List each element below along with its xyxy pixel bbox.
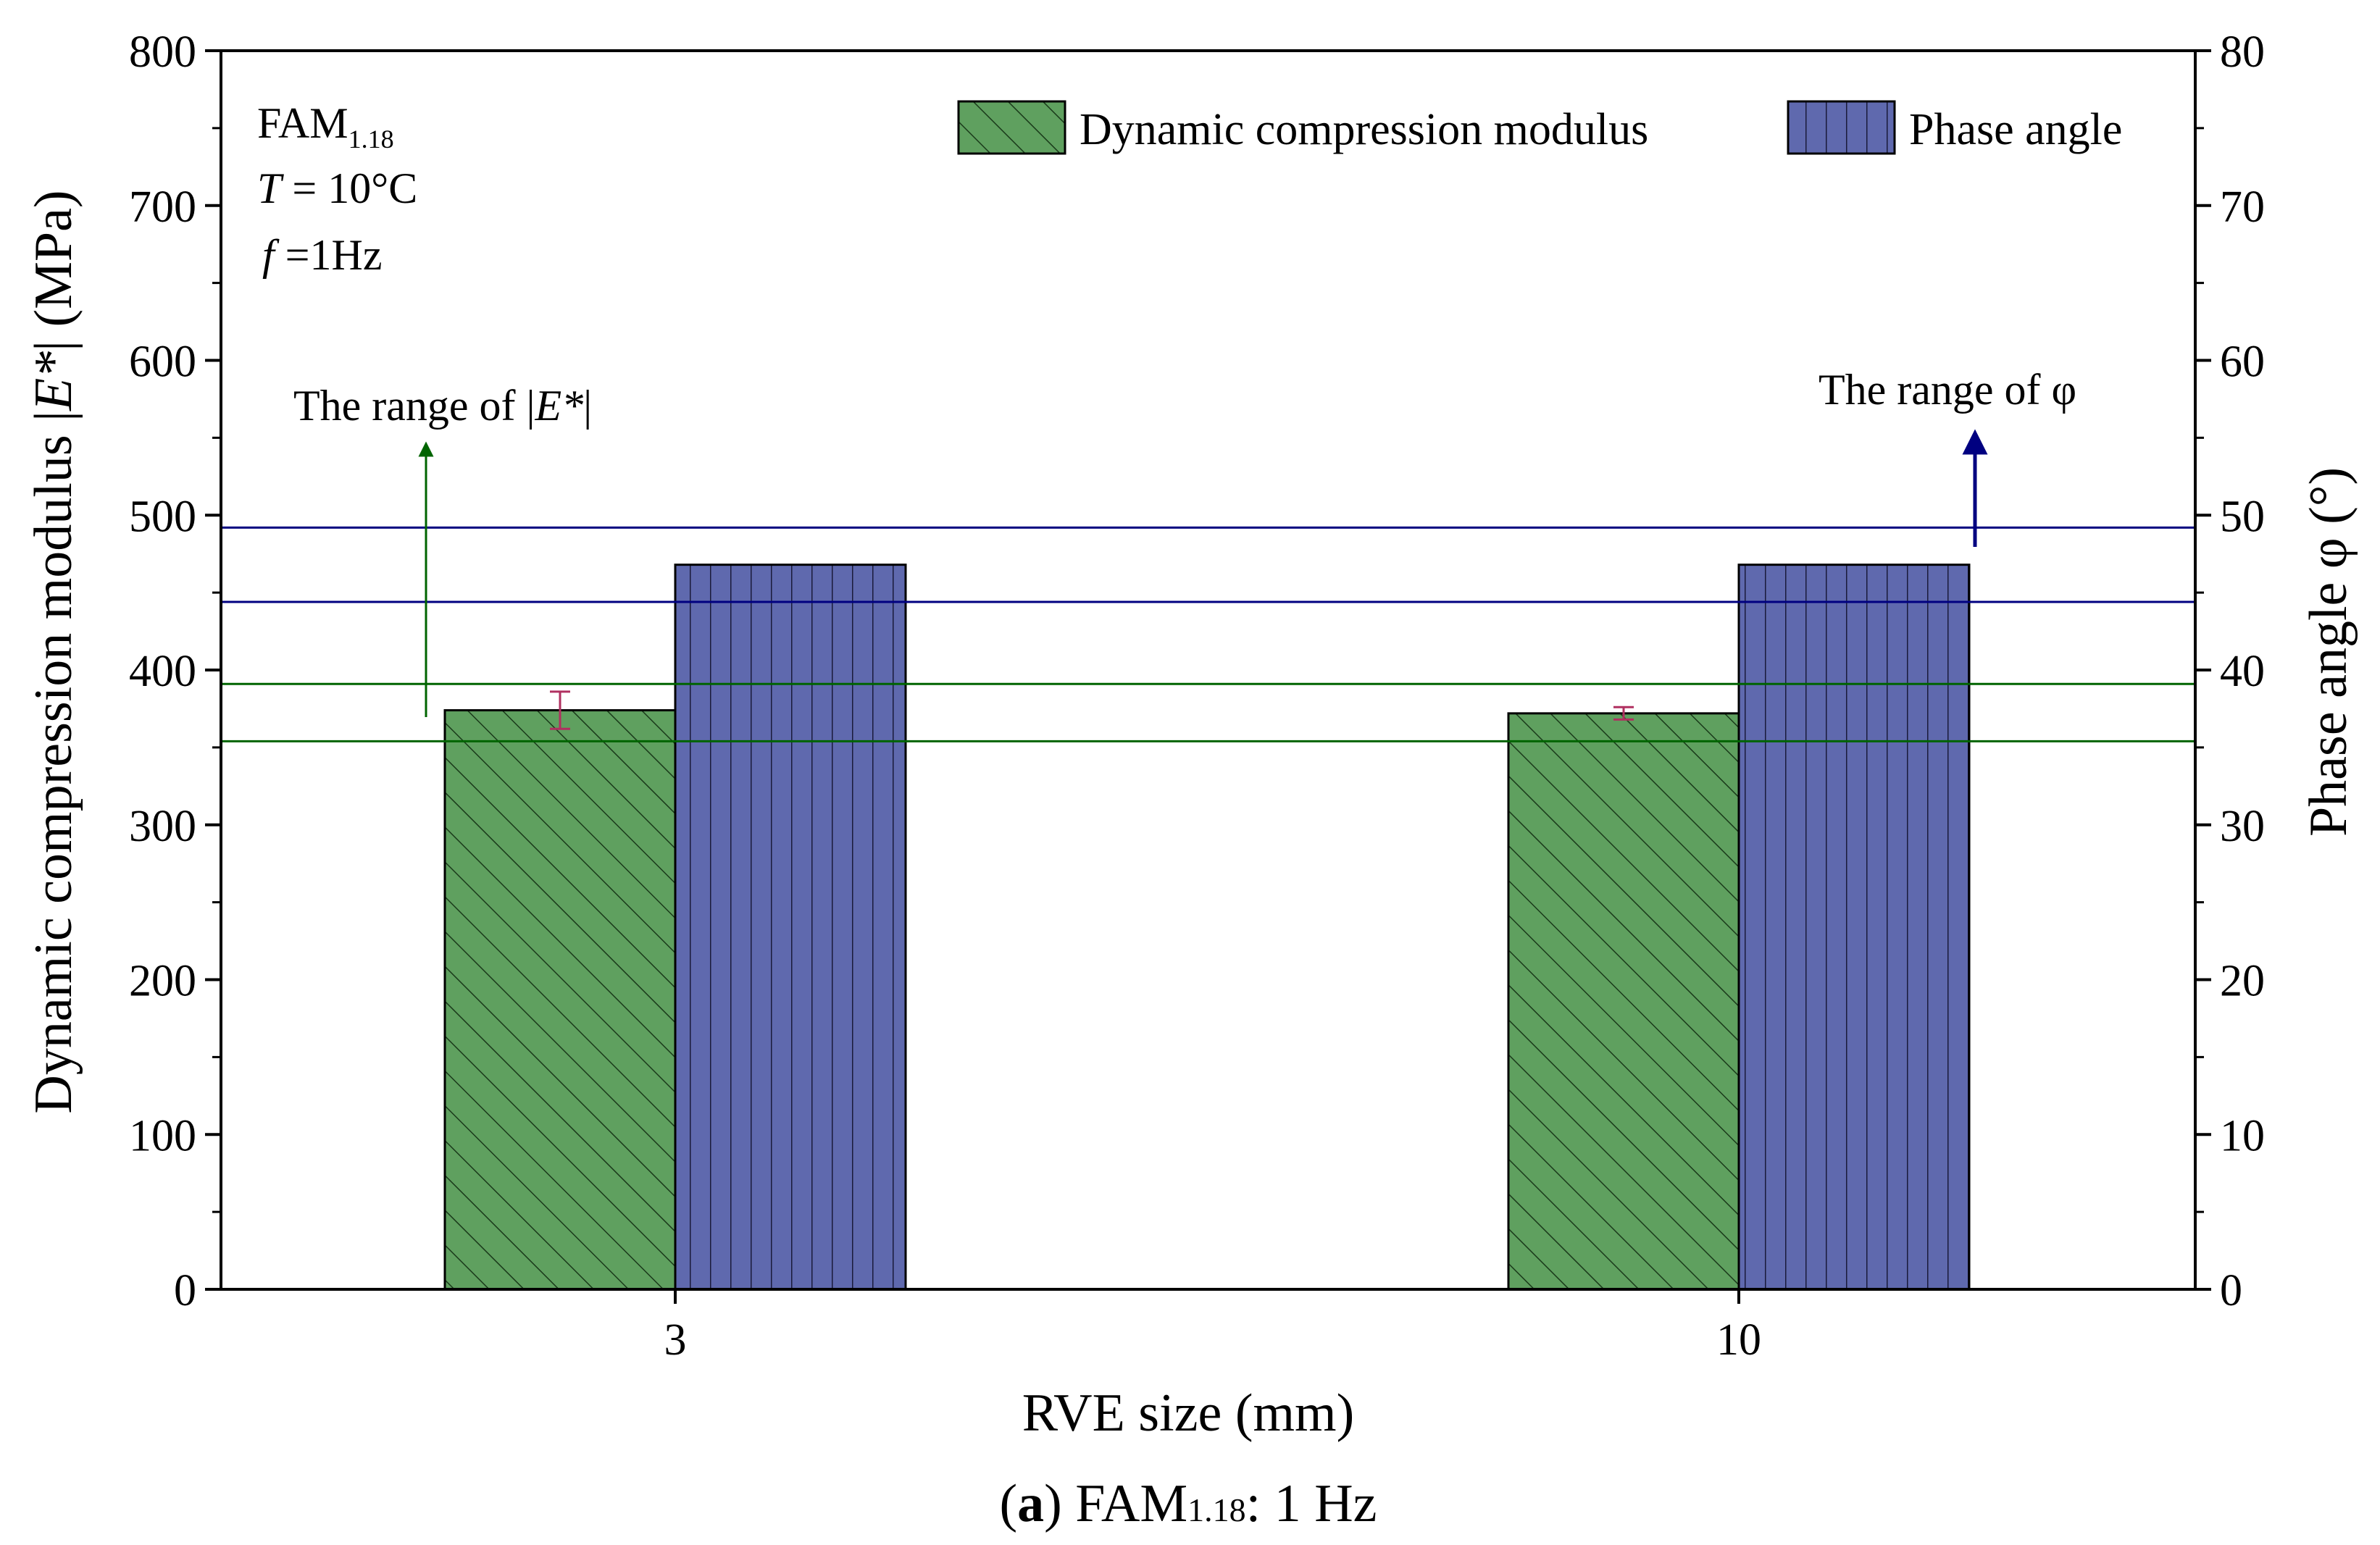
error-bar-10	[1613, 705, 1634, 721]
y-axis-title-left: Dynamic compression modulus |E*| (MPa)	[24, 190, 83, 1113]
y-left-tick-label-100: 100	[129, 1111, 196, 1160]
y-axis-title-right: Phase angle φ (°)	[2299, 467, 2358, 837]
range-e-label: The range of |E*|	[293, 382, 592, 430]
y-right-tick-label-30: 30	[2220, 802, 2265, 851]
y-left-prefix: Dynamic compression modulus |	[24, 411, 83, 1114]
range-e-prefix: The range of |	[293, 382, 535, 430]
legend-swatch-modulus	[957, 100, 1066, 155]
caption-sub: 1.18	[1187, 1491, 1246, 1528]
legend-swatch-phase	[1787, 100, 1896, 155]
y-left-tick-label-0: 0	[174, 1266, 196, 1315]
y-left-tick-label-500: 500	[129, 492, 196, 541]
y-left-tick-label-700: 700	[129, 183, 196, 232]
bar-phase-3	[674, 564, 907, 1291]
x-axis-title: RVE size (mm)	[1022, 1383, 1355, 1443]
y-right-tick-label-10: 10	[2220, 1111, 2265, 1160]
y-right-tick-label-80: 80	[2220, 28, 2265, 77]
temperature-label: T = 10°C	[257, 164, 417, 212]
y-left-tick-label-800: 800	[129, 28, 196, 77]
ticks-layer: 0 100 200 300 400 500 600 700 800 0 10 20 30 40 50 60 70…	[129, 28, 2265, 1365]
y-right-tick-label-70: 70	[2220, 183, 2265, 232]
y-right-tick-label-0: 0	[2220, 1266, 2242, 1315]
caption-main: FAM	[1062, 1474, 1187, 1533]
bar-modulus-3	[443, 709, 677, 1291]
material-main: FAM	[257, 99, 348, 147]
caption-close: )	[1044, 1474, 1062, 1533]
y-left-tick-label-200: 200	[129, 957, 196, 1006]
bar-phase-10	[1737, 564, 1971, 1291]
y-left-suffix: | (MPa)	[24, 190, 83, 351]
legend-label-phase: Phase angle	[1909, 105, 2122, 154]
y-left-tick-label-300: 300	[129, 802, 196, 851]
legend: Dynamic compression modulus Phase angle	[957, 100, 2122, 155]
material-label: FAM1.18	[257, 99, 394, 154]
caption-rest: : 1 Hz	[1246, 1474, 1377, 1533]
y-left-tick-label-400: 400	[129, 647, 196, 696]
range-e-suffix: |	[583, 382, 592, 430]
temp-var: T	[257, 164, 284, 212]
y-right-tick-label-20: 20	[2220, 957, 2265, 1006]
range-lines-layer	[221, 526, 2195, 742]
bars-layer	[443, 564, 1971, 1291]
x-tick-label-3: 3	[664, 1315, 687, 1365]
freq-rest: =1Hz	[275, 231, 383, 279]
figure-caption: (a) FAM1.18: 1 Hz	[999, 1474, 1377, 1533]
y-right-tick-label-50: 50	[2220, 492, 2265, 541]
caption-letter: a	[1017, 1474, 1044, 1533]
error-bar-3	[550, 690, 570, 730]
y-right-tick-label-40: 40	[2220, 647, 2265, 696]
range-e-var: E*	[535, 382, 584, 430]
frequency-label: f =1Hz	[262, 231, 382, 279]
bar-modulus-10	[1507, 712, 1740, 1291]
legend-label-modulus: Dynamic compression modulus	[1080, 105, 1648, 154]
y-right-tick-label-60: 60	[2220, 338, 2265, 387]
caption-open: (	[999, 1474, 1017, 1533]
temp-rest: = 10°C	[281, 164, 417, 212]
range-phi-label: The range of φ	[1819, 366, 2076, 414]
y-left-var: E*	[24, 351, 83, 411]
material-sub: 1.18	[348, 125, 394, 154]
y-left-tick-label-600: 600	[129, 338, 196, 387]
x-tick-label-10: 10	[1716, 1315, 1761, 1365]
